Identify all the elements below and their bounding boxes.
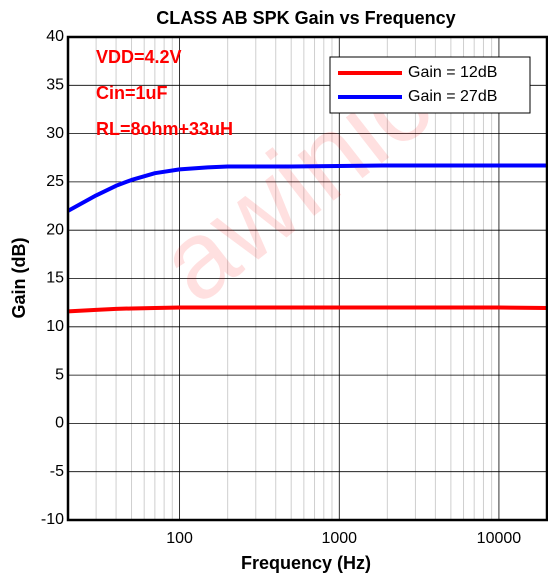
- plot-frame: [66, 35, 548, 522]
- y-tick-label: 0: [55, 415, 64, 432]
- y-tick-label: -5: [50, 463, 64, 480]
- chart-title: CLASS AB SPK Gain vs Frequency: [156, 8, 455, 28]
- y-tick-label: -10: [41, 511, 64, 528]
- y-tick-label: 30: [46, 125, 64, 142]
- x-tick-label: 100: [166, 530, 193, 547]
- y-tick-label: 15: [46, 270, 64, 287]
- x-axis-label: Frequency (Hz): [241, 553, 371, 573]
- y-tick-label: 10: [46, 318, 64, 335]
- x-tick-label: 10000: [477, 530, 522, 547]
- series-line: [68, 163, 547, 213]
- y-axis-label: Gain (dB): [9, 238, 29, 319]
- legend-label: Gain = 12dB: [408, 64, 497, 81]
- legend-label: Gain = 27dB: [408, 88, 497, 105]
- annotation: VDD=4.2V: [96, 47, 182, 67]
- legend-box: [329, 56, 531, 114]
- x-tick-label: 1000: [321, 530, 357, 547]
- annotation: Cin=1uF: [96, 83, 168, 103]
- series-line: [68, 305, 547, 314]
- annotation: RL=8ohm+33uH: [96, 119, 233, 139]
- y-tick-label: 20: [46, 221, 64, 238]
- y-tick-label: 35: [46, 77, 64, 94]
- y-tick-label: 5: [55, 366, 64, 383]
- y-tick-label: 25: [46, 173, 64, 190]
- y-tick-label: 40: [46, 28, 64, 45]
